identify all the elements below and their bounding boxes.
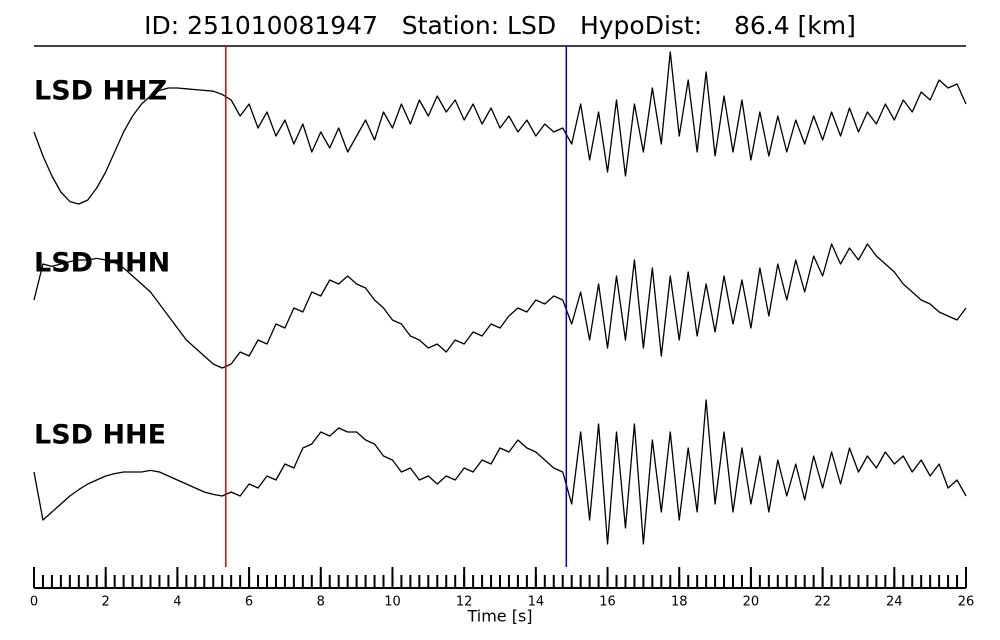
x-tick-label: 20 [743, 595, 760, 610]
x-tick-label: 16 [599, 595, 616, 610]
x-tick-label: 22 [814, 595, 831, 610]
trace-label: LSD HHN [34, 248, 170, 279]
x-tick-label: 6 [245, 595, 253, 610]
x-tick-label: 10 [384, 595, 401, 610]
trace-label: LSD HHE [34, 420, 166, 451]
trace-label: LSD HHZ [34, 76, 167, 107]
x-tick-label: 12 [456, 595, 473, 610]
x-tick-label: 2 [102, 595, 110, 610]
waveform [33, 399, 967, 545]
x-tick-label: 8 [317, 595, 325, 610]
x-tick-label: 0 [30, 595, 38, 610]
x-tick-label: 26 [958, 595, 975, 610]
chart-title: ID: 251010081947 Station: LSD HypoDist: … [144, 11, 856, 40]
waveform [33, 243, 967, 369]
x-tick-label: 14 [528, 595, 545, 610]
x-axis-label: Time [s] [466, 607, 532, 626]
waveform [33, 51, 967, 205]
x-tick-label: 18 [671, 595, 688, 610]
x-tick-label: 4 [173, 595, 181, 610]
x-tick-label: 24 [886, 595, 903, 610]
